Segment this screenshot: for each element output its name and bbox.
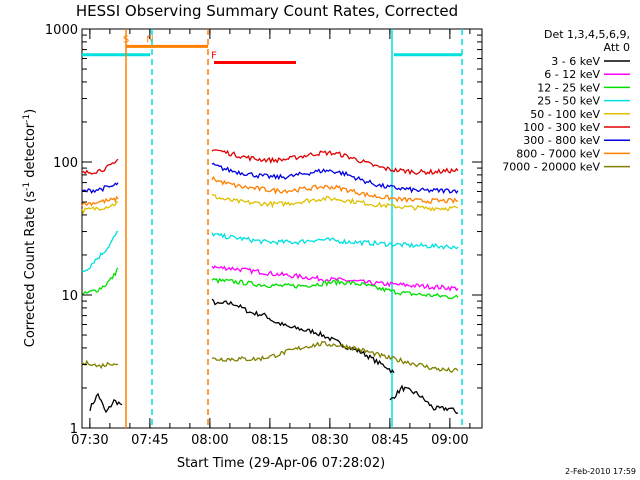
- series-line-7000-20000-kev-0: [82, 361, 118, 368]
- legend-label-7000-20000-kev: 7000 - 20000 keV: [502, 161, 600, 174]
- legend-label-12-25-kev: 12 - 25 keV: [537, 81, 600, 94]
- y-axis-label-end: ): [23, 109, 38, 114]
- series-100-300-kev: [82, 150, 458, 174]
- count-rate-chart: HESSI Observing Summary Count Rates, Cor…: [0, 0, 640, 480]
- series-line-300-800-kev-0: [82, 183, 118, 193]
- legend-label-6-12-kev: 6 - 12 keV: [544, 68, 600, 81]
- y-axis-label-sup1: -1: [22, 182, 32, 191]
- observing-flags: SNF: [82, 34, 462, 62]
- x-axis-label: Start Time (29-Apr-06 07:28:02): [177, 456, 385, 471]
- series-group: [82, 150, 458, 414]
- legend-label-3-6-kev: 3 - 6 keV: [551, 55, 600, 68]
- series-6-12-kev: [212, 266, 458, 290]
- x-tick-label-08-15: 08:15: [251, 433, 288, 448]
- series-7000-20000-kev: [82, 342, 458, 373]
- series-line-3-6-kev-0: [90, 394, 122, 412]
- legend-label-25-50-kev: 25 - 50 keV: [537, 95, 600, 108]
- legend-label-800-7000-kev: 800 - 7000 keV: [516, 147, 600, 160]
- x-tick-label-07-45: 07:45: [131, 433, 168, 448]
- series-line-25-50-kev-1: [212, 233, 458, 249]
- x-tick-label-09-00: 09:00: [431, 433, 468, 448]
- series-line-25-50-kev-0: [82, 232, 118, 272]
- series-800-7000-kev: [82, 177, 458, 206]
- x-tick-label-08-45: 08:45: [371, 433, 408, 448]
- y-tick-label-1000: 1000: [45, 23, 78, 38]
- series-300-800-kev: [82, 163, 458, 192]
- y-tick-label-100: 100: [53, 156, 78, 171]
- x-tick-label-07-30: 07:30: [71, 433, 108, 448]
- flag-label-f: F: [211, 50, 217, 61]
- series-line-50-100-kev-1: [212, 194, 458, 210]
- legend-label-100-300-kev: 100 - 300 keV: [523, 121, 600, 134]
- legend-label-300-800-kev: 300 - 800 keV: [523, 134, 600, 147]
- series-line-7000-20000-kev-1: [212, 342, 458, 373]
- legend-label-50-100-kev: 50 - 100 keV: [530, 108, 600, 121]
- x-tick-label-08-00: 08:00: [191, 433, 228, 448]
- legend-header-2: Att 0: [604, 41, 630, 54]
- series-line-6-12-kev-0: [212, 266, 458, 290]
- chart-title: HESSI Observing Summary Count Rates, Cor…: [76, 2, 458, 20]
- series-line-3-6-kev-2: [390, 386, 458, 413]
- plot-frame: [82, 29, 482, 428]
- y-axis-label: Corrected Count Rate (s-1 detector-1): [22, 109, 38, 347]
- y-axis-label-mid: detector: [23, 122, 38, 182]
- series-3-6-kev: [90, 299, 458, 413]
- series-line-100-300-kev-0: [82, 159, 118, 174]
- series-25-50-kev: [82, 232, 458, 272]
- series-line-12-25-kev-0: [82, 268, 118, 296]
- series-line-3-6-kev-1: [212, 299, 394, 373]
- legend-header-1: Det 1,3,4,5,6,9,: [544, 28, 630, 41]
- series-line-100-300-kev-1: [212, 150, 458, 174]
- y-axis-label-main: Corrected Count Rate (s: [23, 191, 38, 348]
- y-axis-label-sup2: -1: [22, 114, 32, 123]
- series-50-100-kev: [82, 194, 458, 212]
- x-axis: 07:30 07:45 08:00 08:15 08:30 08:45 09:00: [71, 29, 470, 448]
- vertical-markers: [126, 29, 462, 428]
- timestamp: 2-Feb-2010 17:59: [565, 467, 636, 476]
- x-tick-label-08-30: 08:30: [311, 433, 348, 448]
- y-tick-label-10: 10: [61, 289, 78, 304]
- series-line-12-25-kev-1: [212, 279, 458, 299]
